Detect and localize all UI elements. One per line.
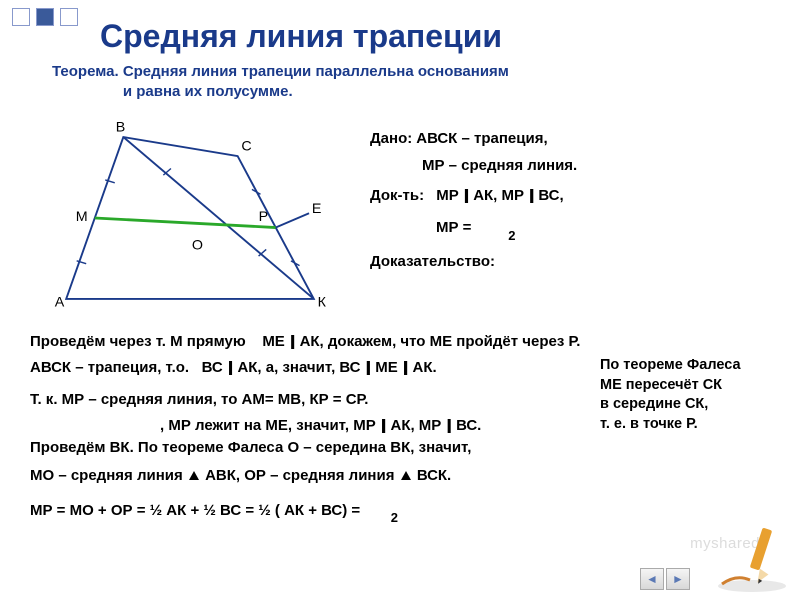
theorem-line1: Средняя линия трапеции параллельна основ… [123, 63, 509, 80]
decor-sq [12, 8, 30, 26]
t: АВСК – трапеция, т.о. [30, 359, 189, 376]
nav-buttons: ◄ ► [640, 568, 690, 590]
t: МЕ [262, 333, 285, 350]
prove-p1: МР [436, 185, 459, 208]
given-l1: АВСК – трапеция, [416, 128, 547, 151]
parallel-icon: || [228, 358, 230, 378]
prev-button[interactable]: ◄ [640, 568, 664, 590]
parallel-icon: || [290, 332, 292, 352]
parallel-icon: || [366, 358, 368, 378]
theorem-block: Теорема. Средняя линия трапеции параллел… [52, 62, 509, 101]
pt-C: С [241, 138, 251, 154]
pencil-icon [712, 524, 792, 594]
t: МР = МО + ОР = ½ АК + ½ ВС = ½ ( АК + ВС… [30, 501, 360, 521]
mp-eq: МР = [436, 217, 471, 240]
fraction: АК + ВС 2 [366, 496, 422, 526]
t: Проведём через т. М прямую [30, 333, 246, 350]
page-title: Средняя линия трапеции [100, 18, 502, 55]
decor-sq [60, 8, 78, 26]
given-block: Дано: АВСК – трапеция, МР – средняя лини… [370, 128, 577, 278]
pt-O: О [192, 237, 203, 253]
parallel-icon: || [446, 416, 448, 436]
t: ВСК. [417, 467, 451, 484]
prove-p3: ВС, [538, 185, 563, 208]
proof-l4: , МР лежит на МЕ, значит, МР || АК, МР |… [160, 416, 770, 436]
pt-K: К [318, 295, 327, 311]
prove-p2: АК, МР [473, 185, 524, 208]
frac-den: 2 [505, 229, 518, 243]
parallel-icon: || [464, 185, 466, 208]
given-l2: МР – средняя линия. [422, 155, 577, 178]
theorem-label: Теорема. [52, 63, 119, 80]
t: МЕ [375, 359, 398, 376]
proof-l3: Т. к. МР – средняя линия, то АМ= МВ, КР … [30, 390, 770, 410]
pt-A: А [55, 295, 65, 311]
t: МО – средняя линия [30, 467, 183, 484]
decor-sq-filled [36, 8, 54, 26]
prove-label: Док-ть: [370, 185, 424, 208]
proof-l5: Проведём ВК. По теореме Фалеса О – серед… [30, 438, 770, 458]
t: АК, докажем, что МЕ пройдёт через Р. [300, 333, 581, 350]
parallel-icon: || [381, 416, 383, 436]
t: Проведём ВК. По теореме Фалеса О – серед… [30, 439, 471, 456]
t: По теореме Фалеса [600, 357, 741, 373]
t: , МР лежит на МЕ, значит, МР [160, 417, 376, 434]
t: АК, МР [390, 417, 441, 434]
t: АВК, ОР – средняя линия [205, 467, 394, 484]
frac-den: 2 [388, 511, 401, 525]
triangle-icon [401, 471, 411, 480]
t: ВС [202, 359, 223, 376]
triangle-icon [189, 471, 199, 480]
t: Т. к. МР – средняя линия, то АМ= МВ, КР … [30, 391, 368, 408]
proof-l6: МО – средняя линия АВК, ОР – средняя лин… [30, 466, 770, 486]
decor-squares [12, 8, 78, 26]
t: АК. [413, 359, 437, 376]
proof-l1: Проведём через т. М прямую МЕ || АК, док… [30, 332, 770, 352]
given-label: Дано: [370, 128, 412, 151]
trapezoid-diagram: А В С К М Р Е О [40, 118, 340, 318]
next-button[interactable]: ► [666, 568, 690, 590]
parallel-icon: || [403, 358, 405, 378]
pt-P: Р [259, 209, 269, 225]
fraction: АК + ВС 2 [484, 214, 540, 244]
theorem-line2: и равна их полусумме. [123, 83, 293, 100]
parallel-icon: || [529, 185, 531, 208]
t: АК, а, значит, ВС [237, 359, 360, 376]
t: ВС. [456, 417, 481, 434]
proof-l7: МР = МО + ОР = ½ АК + ½ ВС = ½ ( АК + ВС… [30, 496, 770, 526]
pt-E: Е [312, 201, 322, 217]
proof-label: Доказательство: [370, 251, 495, 274]
pt-B: В [116, 119, 126, 135]
pt-M: М [76, 209, 88, 225]
